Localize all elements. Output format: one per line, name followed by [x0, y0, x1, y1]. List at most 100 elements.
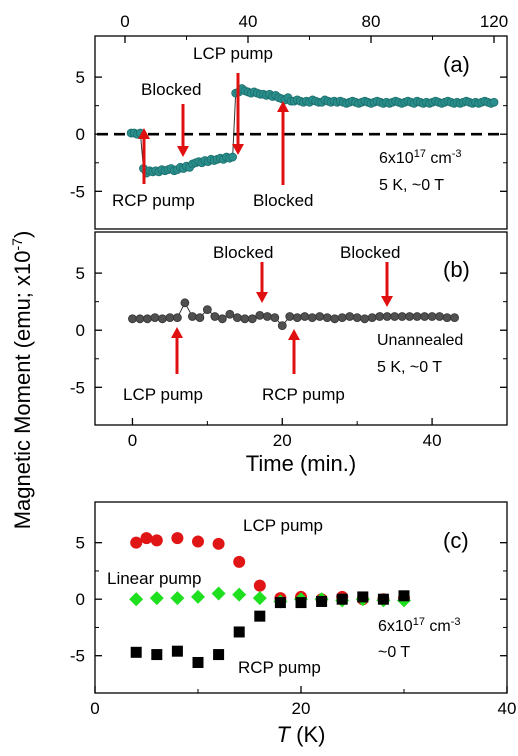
y-tick-label: 5 — [76, 534, 85, 553]
annot-lcp-pump-c: LCP pump — [243, 516, 323, 535]
blocked-arrow-b1-head — [256, 292, 268, 303]
data-point — [307, 313, 317, 323]
linear-data-point — [149, 591, 164, 606]
x-tick-label: 40 — [423, 431, 442, 450]
data-point — [315, 312, 325, 321]
data-point — [165, 313, 175, 323]
annot-blocked-b1: Blocked — [213, 243, 273, 262]
rcp-data-point — [377, 593, 389, 605]
data-point — [337, 313, 347, 323]
panel-b-frame — [94, 231, 508, 426]
rcp-pump-arrow-a-head — [138, 128, 150, 139]
x-top-tick-label: 0 — [120, 12, 129, 31]
data-point — [210, 312, 220, 321]
data-point — [285, 312, 295, 321]
data-point — [292, 313, 302, 323]
rcp-data-point — [151, 649, 163, 661]
linear-data-point — [252, 591, 267, 606]
data-point — [412, 312, 422, 321]
y-tick-label: 5 — [76, 264, 85, 283]
y-tick-label: 0 — [76, 125, 85, 144]
data-point — [450, 313, 459, 323]
data-point — [158, 314, 167, 324]
blocked-arrow-a1-head — [177, 146, 189, 157]
linear-data-point — [232, 587, 247, 602]
panel-c-x-ticks: 0 20 40 — [90, 686, 516, 718]
panel-a-frame — [94, 35, 508, 230]
rcp-data-point — [336, 593, 348, 605]
data-point — [225, 309, 235, 319]
annot-concentration-c: 6x1017 cm-3 — [378, 616, 461, 635]
annot-rcp-pump-b: RCP pump — [262, 385, 345, 404]
data-point — [240, 314, 250, 324]
data-point — [405, 312, 415, 321]
lcp-data-point — [171, 532, 184, 545]
rcp-data-point — [254, 610, 266, 622]
annot-field-c: ~0 T — [378, 644, 410, 661]
y-axis-label: Magnetic Moment (emu; x10-7) — [9, 231, 35, 530]
panel-a-arrows — [138, 73, 289, 185]
rcp-data-point — [233, 626, 245, 638]
rcp-data-point — [357, 591, 369, 603]
data-point — [143, 314, 152, 324]
annot-conditions-a: 5 K, ~0 T — [379, 177, 444, 194]
x-tick-label: 40 — [498, 699, 517, 718]
panel-a-series — [126, 84, 499, 178]
data-point — [390, 312, 400, 321]
annot-rcp-pump-a: RCP pump — [112, 191, 195, 210]
data-point — [150, 313, 160, 323]
data-point — [255, 310, 265, 320]
y-tick-label: 5 — [76, 68, 85, 87]
panel-a-top-ticks: 0 40 80 120 — [120, 12, 508, 43]
x-top-tick-label: 80 — [362, 12, 381, 31]
lcp-data-point — [253, 579, 266, 592]
data-point — [300, 312, 310, 321]
panel-c-label: (c) — [443, 528, 469, 553]
x-top-tick-label: 120 — [480, 12, 508, 31]
lcp-data-point — [130, 536, 143, 549]
lcp-data-point — [140, 532, 153, 545]
data-point — [217, 314, 227, 324]
data-point — [228, 152, 238, 162]
data-point — [232, 313, 242, 323]
panel-c-series — [129, 532, 411, 668]
data-point — [442, 313, 452, 323]
annot-blocked-a1: Blocked — [141, 80, 201, 99]
linear-data-point — [170, 591, 185, 606]
annot-blocked-b2: Blocked — [340, 243, 400, 262]
x-axis-label-temperature: T (K) — [277, 722, 326, 747]
x-top-tick-label: 40 — [239, 12, 258, 31]
x-tick-label: 20 — [273, 431, 292, 450]
data-point — [247, 314, 257, 324]
rcp-data-point — [274, 597, 286, 609]
data-point — [360, 314, 370, 324]
data-point — [397, 312, 407, 321]
data-point — [330, 314, 340, 324]
data-point — [135, 314, 145, 324]
lcp-pump-arrow-a-head — [232, 144, 244, 155]
annot-lcp-pump-a: LCP pump — [193, 44, 273, 63]
panel-b-label: (b) — [443, 257, 470, 282]
annot-blocked-a2: Blocked — [253, 191, 313, 210]
panel-c: 0 20 40 5 0 -5 (c) LCP pump Linear pump RCP … — [70, 501, 516, 747]
data-point — [180, 298, 190, 308]
y-tick-label: 0 — [76, 590, 85, 609]
linear-data-point — [129, 592, 144, 607]
panel-b-x-ticks: 0 20 40 — [128, 418, 442, 450]
x-tick-label: 20 — [292, 699, 311, 718]
lcp-data-point — [150, 534, 163, 547]
data-point — [367, 313, 377, 323]
panel-b-y-ticks: 5 0 -5 — [70, 264, 507, 397]
data-point — [172, 313, 182, 323]
data-point — [352, 313, 362, 323]
y-tick-label: -5 — [70, 182, 85, 201]
data-point — [270, 313, 280, 323]
data-point — [375, 312, 385, 321]
data-point — [128, 314, 137, 324]
data-point — [277, 321, 287, 331]
y-tick-label: 0 — [76, 321, 85, 340]
data-point — [322, 313, 332, 323]
lcp-data-point — [192, 535, 204, 548]
data-point — [420, 312, 430, 321]
